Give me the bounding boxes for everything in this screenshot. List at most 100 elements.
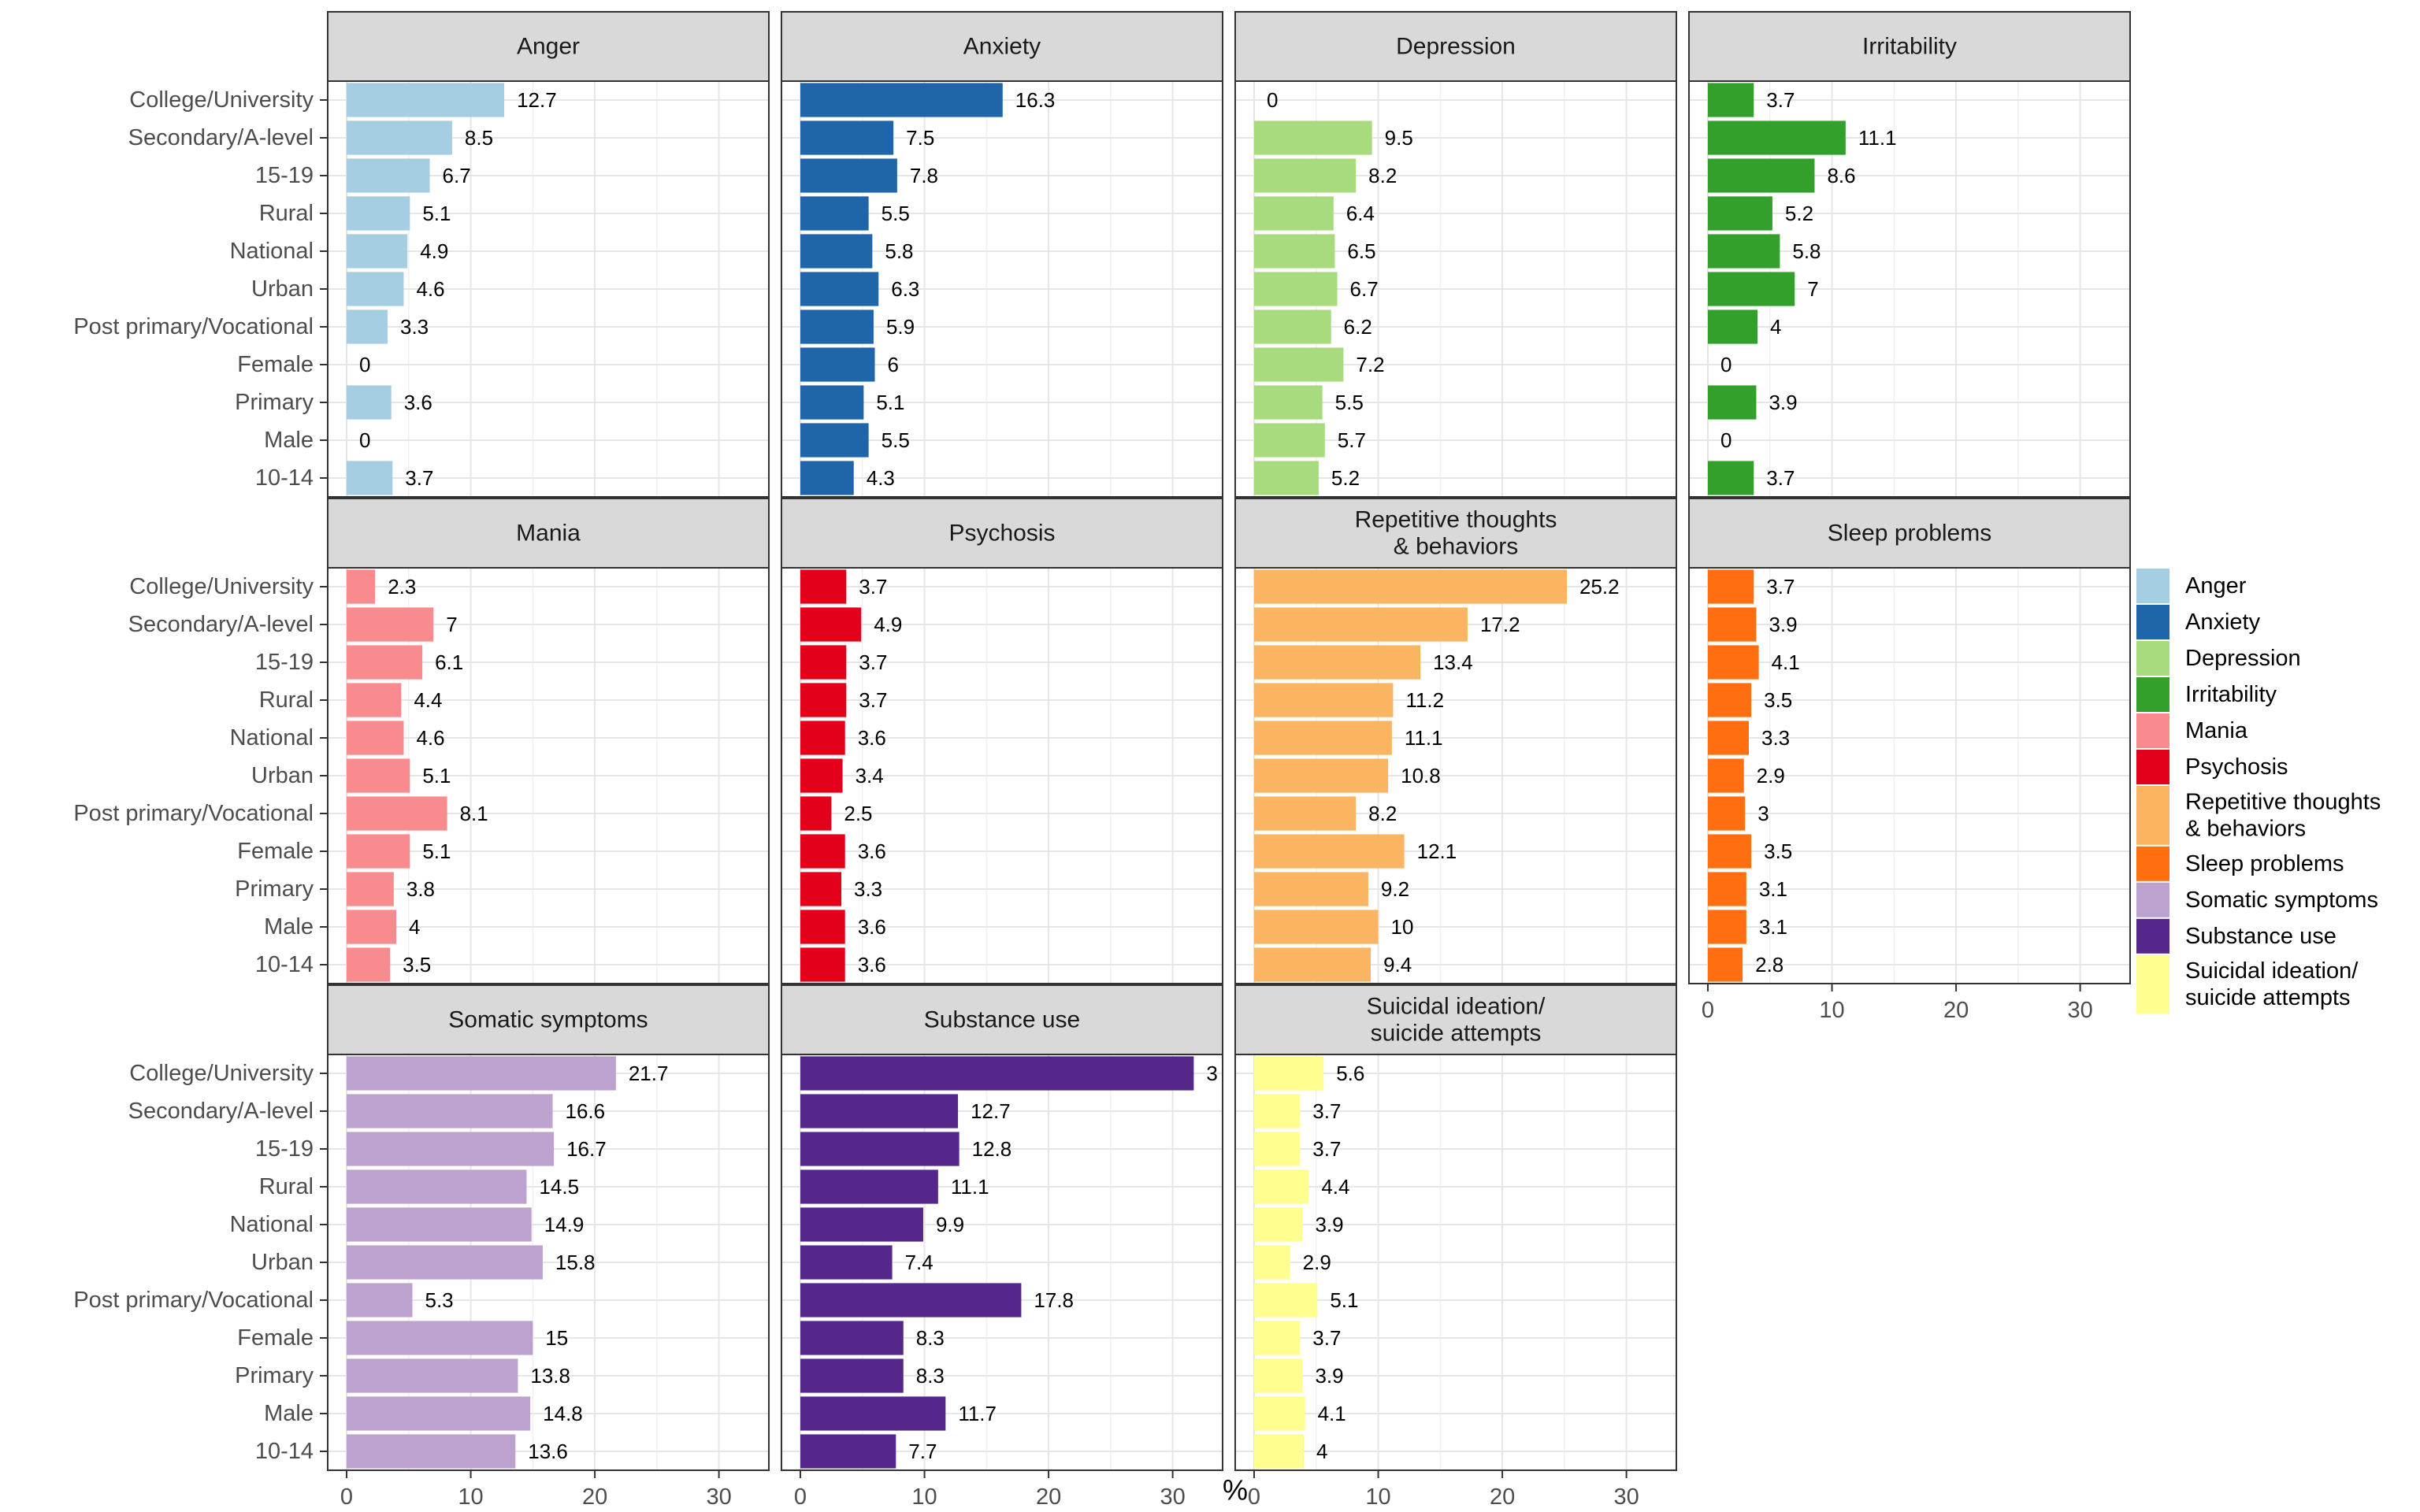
data-label: 10.8 [1401, 764, 1441, 788]
data-label: 9.4 [1383, 953, 1412, 976]
data-label: 3.7 [859, 650, 887, 674]
bar-mania-urban [347, 758, 410, 793]
x-tick-label: 10 [458, 1484, 483, 1510]
bar-repetitive-thoughts-behaviors-national [1254, 721, 1392, 755]
bar-sleep-problems-15-19 [1708, 645, 1759, 680]
data-label: 14.8 [543, 1402, 583, 1425]
bar-irritability-secondary-a-level [1708, 120, 1846, 155]
data-label: 3.8 [406, 877, 435, 901]
bar-anger-post-primary-vocational [347, 309, 388, 344]
bars [1708, 83, 1846, 495]
data-label: 14.9 [544, 1213, 585, 1236]
data-label: 13.8 [530, 1364, 570, 1388]
facet-panel-depression: Depression 0 9.5 8.2 6.4 6.5 6.7 6.2 7.2 5.5 5.7 5.… [1234, 11, 1677, 498]
data-label: 7.4 [905, 1251, 933, 1274]
bar-depression-15-19 [1254, 158, 1357, 193]
bar-anger-primary [347, 385, 392, 420]
bars [1254, 569, 1567, 982]
bar-repetitive-thoughts-behaviors-female [1254, 834, 1405, 869]
category-label: Urban [251, 1250, 314, 1275]
data-label: 5.5 [882, 428, 910, 452]
legend-item-suicidal-ideation-suicide-attempts: Suicidal ideation/suicide attempts [2136, 954, 2359, 1014]
gridlines [1235, 1054, 1676, 1470]
bar-suicidal-ideation-suicide-attempts-secondary-a-level [1254, 1094, 1301, 1128]
bar-mania-male [347, 910, 397, 944]
category-label: Male [264, 1401, 314, 1426]
facet-panel-irritability: Irritability 3.7 11.18.6 5.2 5.8 7 4 0 3.9 0 3.7 [1688, 11, 2131, 498]
gridlines [781, 568, 1223, 984]
bar-repetitive-thoughts-behaviors-male [1254, 910, 1379, 944]
data-label: 6 [888, 353, 899, 376]
data-label: 3.9 [1315, 1364, 1343, 1388]
bar-somatic-symptoms-male [347, 1396, 531, 1431]
legend-label: Substance use [2185, 924, 2336, 949]
facet-title: Depression [1396, 34, 1516, 60]
panel-border [781, 567, 1223, 984]
bar-depression-10-14 [1254, 461, 1319, 495]
legend-label: Suicidal ideation/ [2185, 958, 2359, 984]
data-label: 16.6 [566, 1099, 606, 1123]
data-label: 6.7 [1350, 277, 1379, 301]
facet-strip [1234, 11, 1677, 82]
data-label: 0 [359, 353, 370, 376]
bar-mania-10-14 [347, 947, 391, 982]
data-label: 11.1 [1858, 126, 1897, 150]
data-label: 2.8 [1755, 953, 1783, 976]
bar-somatic-symptoms-primary [347, 1358, 518, 1393]
category-label: Post primary/Vocational [73, 314, 314, 339]
legend-key [2136, 918, 2169, 954]
bar-mania-post-primary-vocational [347, 796, 447, 831]
x-tick-label: 30 [2067, 998, 2092, 1023]
data-label: 3.3 [400, 315, 429, 339]
facet-title: Sleep problems [1828, 521, 1991, 547]
bars [347, 1056, 616, 1469]
data-label: 5.5 [882, 202, 910, 225]
category-label: Post primary/Vocational [73, 801, 314, 826]
data-label: 4.4 [1321, 1175, 1349, 1199]
data-label: 11.2 [1405, 688, 1444, 712]
facet-panel-suicidal-ideation-suicide-attempts: Suicidal ideation/suicide attempts 5.6 3.7… [1234, 984, 1677, 1510]
x-tick-label: 10 [1365, 1484, 1390, 1510]
bar-suicidal-ideation-suicide-attempts-urban [1254, 1245, 1290, 1280]
data-label: 13.6 [528, 1440, 568, 1463]
bar-substance-use-post-primary-vocational [800, 1283, 1022, 1317]
legend-item-anxiety: Anxiety [2136, 605, 2261, 639]
data-label: 3.9 [1315, 1213, 1343, 1236]
legend: Anger Anxiety Depression Irritability Mania P… [2136, 569, 2381, 1014]
bar-repetitive-thoughts-behaviors-post-primary-vocational [1254, 796, 1357, 831]
x-axis-title: % [1223, 1474, 1248, 1506]
bar-substance-use-urban [800, 1245, 893, 1280]
data-label: 9.2 [1381, 877, 1409, 901]
data-label: 25.2 [1579, 575, 1620, 598]
bar-substance-use-15-19 [800, 1132, 959, 1166]
data-label: 5.2 [1331, 466, 1360, 490]
bar-anxiety-primary [800, 385, 864, 420]
category-label: Secondary/A-level [128, 125, 314, 150]
bar-mania-national [347, 721, 404, 755]
bar-irritability-rural [1708, 196, 1772, 231]
bar-anger-national [347, 234, 408, 269]
bars [347, 83, 505, 495]
facet-title: Psychosis [948, 521, 1055, 547]
bars [800, 569, 862, 982]
x-tick-label: 30 [706, 1484, 731, 1510]
facet-title: Repetitive thoughts [1355, 507, 1557, 533]
category-label: Urban [251, 276, 314, 302]
data-label: 6.5 [1347, 239, 1375, 263]
data-label: 17.2 [1480, 613, 1520, 636]
bar-substance-use-primary [800, 1358, 904, 1393]
data-label: 12.1 [1417, 839, 1457, 863]
bar-anger-10-14 [347, 461, 393, 495]
category-label: National [230, 1212, 314, 1237]
data-label: 13.4 [1433, 650, 1473, 674]
data-label: 8.1 [460, 802, 488, 825]
data-label: 4.1 [1318, 1402, 1346, 1425]
bar-suicidal-ideation-suicide-attempts-rural [1254, 1169, 1309, 1204]
data-label: 4.1 [1772, 650, 1800, 674]
category-label: Secondary/A-level [128, 1099, 314, 1124]
bar-mania-college-university [347, 569, 376, 604]
bar-repetitive-thoughts-behaviors-15-19 [1254, 645, 1421, 680]
legend-label: Irritability [2185, 682, 2277, 707]
bar-sleep-problems-rural [1708, 683, 1752, 717]
data-label: 3.7 [1312, 1137, 1341, 1161]
